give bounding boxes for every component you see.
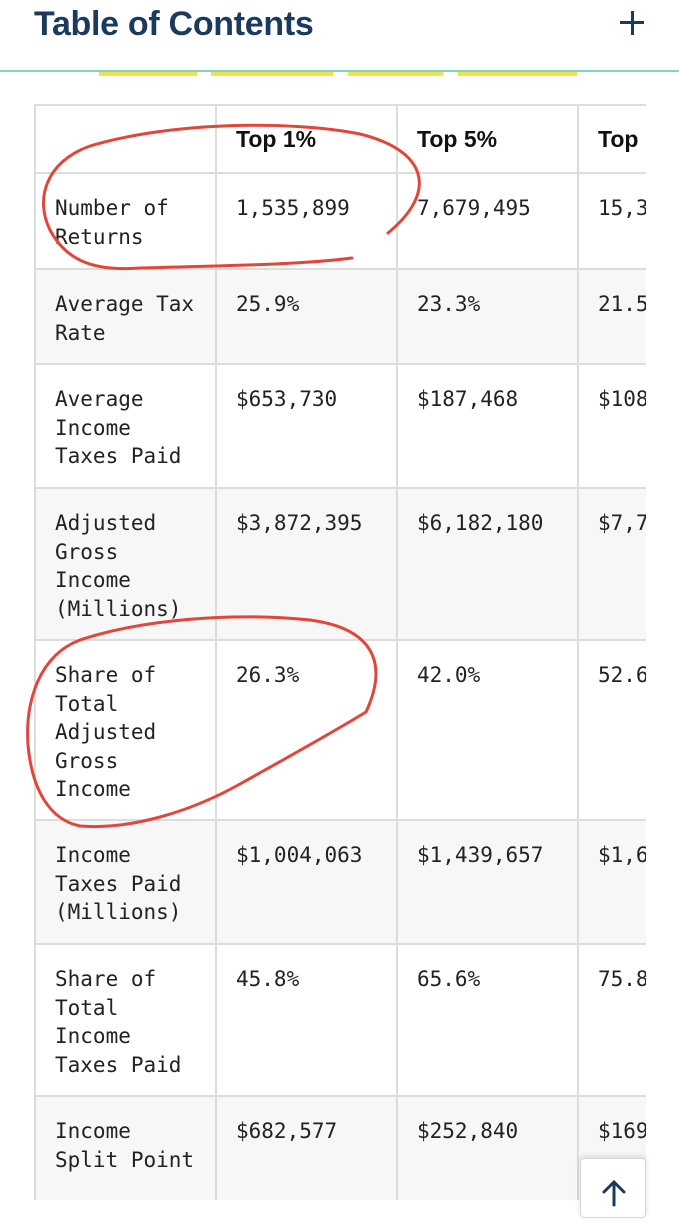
table-cell: $252,840 bbox=[396, 1095, 579, 1200]
tab-indicator-1 bbox=[99, 72, 197, 76]
tab-indicator-3 bbox=[348, 72, 443, 76]
table-row: Income Taxes Paid (Millions) $1,004,063 … bbox=[34, 819, 646, 945]
page-title: Table of Contents bbox=[34, 5, 314, 43]
tax-data-table: Top 1% Top 5% Top 10% Number of Returns … bbox=[34, 104, 646, 1200]
toc-header[interactable]: Table of Contents bbox=[0, 0, 679, 72]
table-cell: $653,730 bbox=[215, 363, 398, 489]
table-cell: $108 bbox=[577, 363, 646, 489]
table-cell: $3,872,395 bbox=[215, 487, 398, 641]
table-row: Average Tax Rate 25.9% 23.3% 21.5 bbox=[34, 268, 646, 365]
table-row: Average Income Taxes Paid $653,730 $187,… bbox=[34, 363, 646, 489]
table-cell: 23.3% bbox=[396, 268, 579, 365]
table-row: Adjusted Gross Income (Millions) $3,872,… bbox=[34, 487, 646, 641]
row-label: Share of Total Adjusted Gross Income bbox=[34, 639, 217, 821]
scroll-to-top-button[interactable] bbox=[580, 1158, 646, 1218]
table-cell: 21.5 bbox=[577, 268, 646, 365]
row-label: Number of Returns bbox=[34, 172, 217, 270]
table-row: Share of Total Adjusted Gross Income 26.… bbox=[34, 639, 646, 821]
table-cell: $187,468 bbox=[396, 363, 579, 489]
table-cell: 15,3 bbox=[577, 172, 646, 270]
column-header: Top 10% bbox=[577, 104, 646, 174]
table-cell: 52.6 bbox=[577, 639, 646, 821]
table-cell: $6,182,180 bbox=[396, 487, 579, 641]
row-label: Adjusted Gross Income (Millions) bbox=[34, 487, 217, 641]
arrow-up-icon bbox=[602, 1179, 626, 1207]
table-row: Number of Returns 1,535,899 7,679,495 15… bbox=[34, 172, 646, 270]
table-cell: 65.6% bbox=[396, 943, 579, 1097]
table-cell: $1,004,063 bbox=[215, 819, 398, 945]
tab-indicator-4 bbox=[458, 72, 577, 76]
table-row: Share of Total Income Taxes Paid 45.8% 6… bbox=[34, 943, 646, 1097]
table-cell: 42.0% bbox=[396, 639, 579, 821]
column-header: Top 5% bbox=[396, 104, 579, 174]
table-cell: $1,6 bbox=[577, 819, 646, 945]
table-cell: 7,679,495 bbox=[396, 172, 579, 270]
column-header bbox=[34, 104, 217, 174]
table-cell: 45.8% bbox=[215, 943, 398, 1097]
table-cell: $682,577 bbox=[215, 1095, 398, 1200]
row-label: Average Income Taxes Paid bbox=[34, 363, 217, 489]
expand-toc-button[interactable] bbox=[612, 4, 652, 44]
row-label: Average Tax Rate bbox=[34, 268, 217, 365]
table-cell: $7,7 bbox=[577, 487, 646, 641]
table-cell: 25.9% bbox=[215, 268, 398, 365]
table-header-row: Top 1% Top 5% Top 10% bbox=[34, 104, 646, 174]
column-header: Top 1% bbox=[215, 104, 398, 174]
row-label: Income Taxes Paid (Millions) bbox=[34, 819, 217, 945]
table-scroll-container[interactable]: Top 1% Top 5% Top 10% Number of Returns … bbox=[34, 104, 646, 1200]
row-label: Share of Total Income Taxes Paid bbox=[34, 943, 217, 1097]
table-cell: 1,535,899 bbox=[215, 172, 398, 270]
table-cell: $1,439,657 bbox=[396, 819, 579, 945]
tab-indicator-2 bbox=[211, 72, 333, 76]
row-label: Income Split Point bbox=[34, 1095, 217, 1200]
table-row: Income Split Point $682,577 $252,840 $16… bbox=[34, 1095, 646, 1200]
table-cell: 75.8 bbox=[577, 943, 646, 1097]
table-cell: 26.3% bbox=[215, 639, 398, 821]
